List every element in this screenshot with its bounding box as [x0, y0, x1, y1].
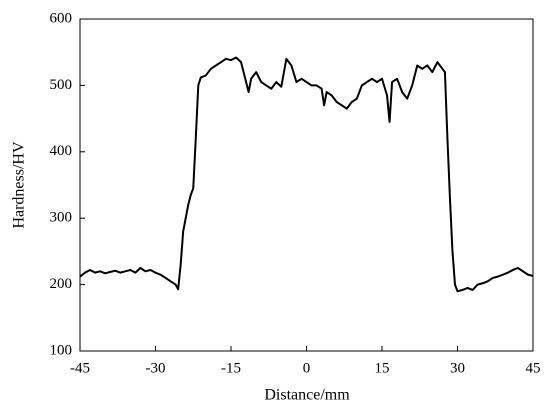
data-line: [79, 56, 534, 293]
x-tick-label: 45: [526, 360, 541, 376]
x-axis-title: Distance/mm: [264, 387, 350, 404]
y-axis-title: Hardness/HV: [11, 141, 28, 229]
x-tick-label: 15: [375, 360, 390, 376]
x-tick-label: -15: [221, 360, 241, 376]
x-tick-label: -45: [70, 360, 90, 376]
y-tick-label: 400: [50, 143, 73, 159]
plot-frame: [79, 18, 534, 352]
x-tick-label: -30: [146, 360, 166, 376]
y-tick-label: 300: [50, 210, 73, 226]
y-tick-label: 100: [50, 342, 73, 358]
y-tick-label: 500: [50, 77, 73, 93]
y-tick-label: 200: [50, 276, 73, 292]
y-tick-label: 600: [50, 10, 73, 26]
x-tick-label: 0: [303, 360, 311, 376]
x-tick-label: 30: [450, 360, 465, 376]
